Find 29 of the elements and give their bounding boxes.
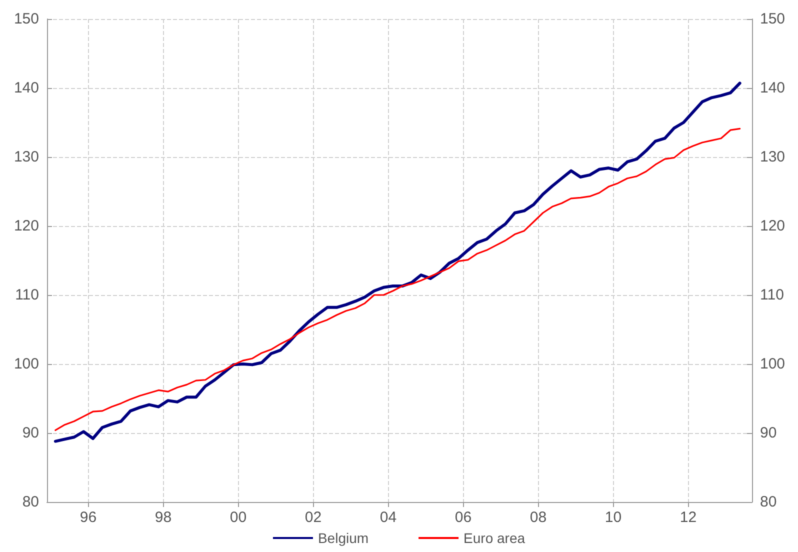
x-tick-label: 00	[230, 509, 247, 526]
y-tick-label: 140	[14, 80, 39, 96]
y-tick-label: 110	[15, 286, 39, 304]
y-tick-label: 80	[22, 494, 39, 510]
legend-label: Belgium	[318, 530, 369, 546]
y2-tick-label: 140	[760, 80, 786, 96]
y2-tick-label: 120	[760, 218, 786, 234]
x-tick-label: 02	[304, 509, 322, 526]
legend-label: Euro area	[464, 530, 526, 546]
line-series	[54, 128, 741, 432]
line-series	[54, 82, 742, 443]
y2-tick-label: 130	[760, 148, 786, 166]
x-tick-label: 98	[154, 509, 172, 526]
x-tick-label: 12	[680, 509, 697, 526]
y2-tick-label: 110	[760, 286, 784, 304]
x-tick-label: 06	[454, 509, 472, 526]
y-tick-label: 150	[14, 10, 39, 28]
y2-tick-label: 150	[760, 10, 786, 28]
y2-tick-label: 100	[760, 356, 786, 372]
y-tick-label: 130	[14, 148, 39, 166]
x-tick-label: 04	[380, 509, 397, 526]
x-tick-label: 08	[530, 509, 547, 526]
x-tick-label: 10	[604, 509, 622, 526]
y-tick-label: 90	[22, 424, 39, 442]
x-tick-label: 96	[80, 509, 97, 526]
y-tick-label: 100	[14, 356, 39, 372]
y2-tick-label: 90	[760, 424, 777, 442]
y-tick-label: 120	[14, 218, 39, 234]
y2-tick-label: 80	[760, 494, 777, 510]
